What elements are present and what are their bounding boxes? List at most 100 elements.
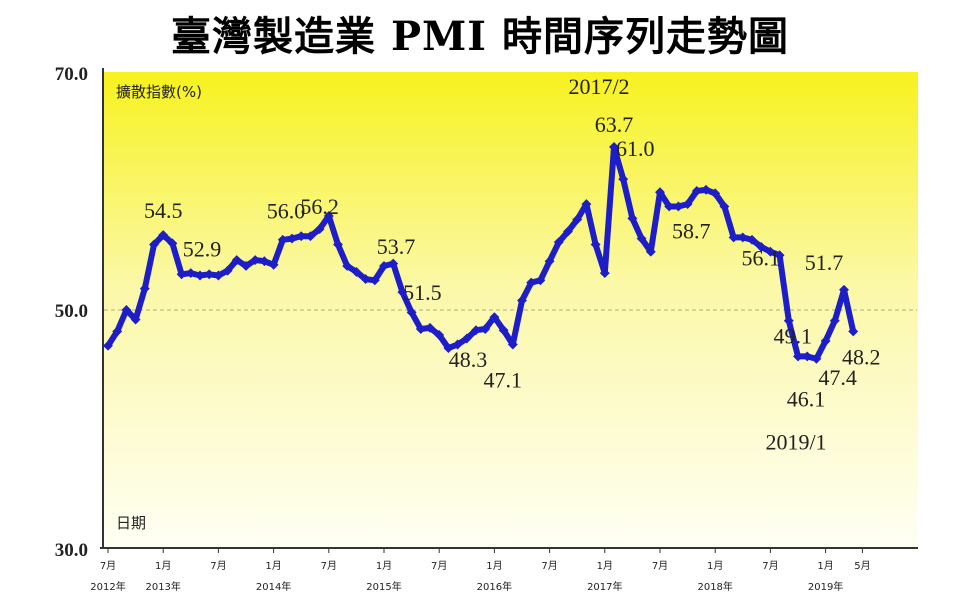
- data-point: [719, 201, 730, 212]
- data-point: [130, 314, 141, 325]
- data-point: [443, 343, 454, 354]
- data-point: [167, 238, 178, 249]
- data-label: 56.0: [267, 199, 306, 224]
- data-point: [563, 226, 573, 237]
- data-point: [250, 255, 261, 265]
- data-point: [655, 187, 665, 198]
- chart-title: 臺灣製造業 PMI 時間序列走勢圖: [171, 13, 789, 60]
- x-tick-label: 7月: [210, 560, 226, 572]
- data-point: [360, 274, 371, 285]
- data-point: [305, 231, 316, 242]
- data-point: [507, 339, 518, 350]
- x-tick-label: 7月: [652, 560, 668, 572]
- x-tick-year-label: 2014年: [256, 580, 291, 593]
- x-tick-year-label: 2013年: [145, 580, 180, 593]
- data-label: 58.7: [672, 219, 711, 244]
- data-point: [590, 239, 601, 250]
- x-tick-label: 5月: [854, 560, 870, 572]
- data-point: [599, 268, 610, 279]
- data-label: 56.1: [742, 245, 781, 270]
- data-point: [811, 353, 822, 364]
- data-point: [691, 186, 702, 196]
- data-point: [296, 231, 307, 242]
- data-label: 51.5: [403, 280, 442, 305]
- data-point: [673, 201, 684, 212]
- data-label: 46.1: [787, 386, 826, 411]
- data-label: 51.7: [805, 250, 844, 275]
- x-tick-label: 1月: [597, 560, 613, 572]
- data-point: [425, 322, 435, 333]
- data-point: [471, 325, 481, 336]
- data-point: [609, 142, 619, 152]
- data-point: [397, 287, 408, 298]
- x-tick-label: 1月: [486, 560, 502, 572]
- data-point: [277, 234, 288, 245]
- data-point: [333, 239, 343, 250]
- data-point: [185, 268, 196, 279]
- data-point: [747, 234, 757, 245]
- data-point: [388, 258, 399, 269]
- x-tick-label: 7月: [431, 560, 447, 572]
- data-point: [783, 315, 794, 326]
- data-point: [618, 174, 629, 185]
- data-point: [379, 261, 389, 271]
- data-label: 56.2: [300, 194, 339, 219]
- data-point: [829, 315, 840, 326]
- data-point: [627, 213, 638, 224]
- data-point: [415, 324, 426, 334]
- data-point: [323, 211, 334, 221]
- x-tick-year-label: 2016年: [477, 580, 512, 593]
- data-point: [848, 326, 859, 337]
- data-point: [369, 275, 380, 286]
- data-label: 53.7: [377, 234, 416, 259]
- data-point: [682, 199, 693, 210]
- data-point: [544, 256, 555, 267]
- data-point: [793, 351, 803, 362]
- data-point: [728, 232, 739, 243]
- data-point: [222, 265, 233, 276]
- data-point: [581, 199, 592, 210]
- x-tick-year-label: 2017年: [587, 580, 622, 593]
- series-line: [105, 144, 857, 362]
- data-point: [526, 277, 537, 288]
- data-point: [241, 261, 251, 271]
- data-point: [342, 261, 353, 271]
- x-tick-year-label: 2018年: [697, 580, 732, 593]
- data-point: [287, 233, 297, 244]
- data-point: [839, 284, 849, 295]
- data-label: 63.7: [595, 112, 634, 137]
- data-point: [231, 255, 242, 265]
- data-label: 48.2: [842, 344, 881, 369]
- data-point: [434, 330, 445, 340]
- x-tick-year-label: 2019年: [808, 580, 843, 593]
- data-label: 2017/2: [568, 74, 629, 99]
- data-point: [204, 269, 215, 280]
- data-point: [480, 324, 491, 334]
- data-label: 47.1: [484, 368, 523, 393]
- data-label: 2019/1: [765, 429, 826, 454]
- data-point: [535, 275, 546, 286]
- x-tick-label: 1月: [265, 560, 281, 572]
- data-point: [176, 269, 187, 280]
- data-point: [756, 241, 767, 252]
- data-point: [406, 307, 417, 318]
- data-point: [158, 230, 169, 240]
- data-label: 48.3: [449, 347, 488, 372]
- data-point: [452, 339, 463, 350]
- data-point: [710, 188, 721, 199]
- data-point: [489, 312, 500, 323]
- data-point: [351, 266, 362, 277]
- data-point: [498, 325, 509, 336]
- data-point: [517, 295, 527, 306]
- data-point: [213, 270, 224, 281]
- data-label: 47.4: [818, 365, 857, 390]
- x-tick-year-label: 2015年: [366, 580, 401, 593]
- data-label: 61.0: [616, 136, 655, 161]
- data-point: [774, 250, 785, 261]
- data-point: [820, 335, 831, 346]
- data-point: [737, 232, 748, 243]
- data-point: [259, 256, 270, 267]
- data-point: [664, 201, 675, 212]
- y-axis-label: 擴散指數(%): [116, 83, 202, 101]
- y-tick-label: 30.0: [55, 540, 88, 561]
